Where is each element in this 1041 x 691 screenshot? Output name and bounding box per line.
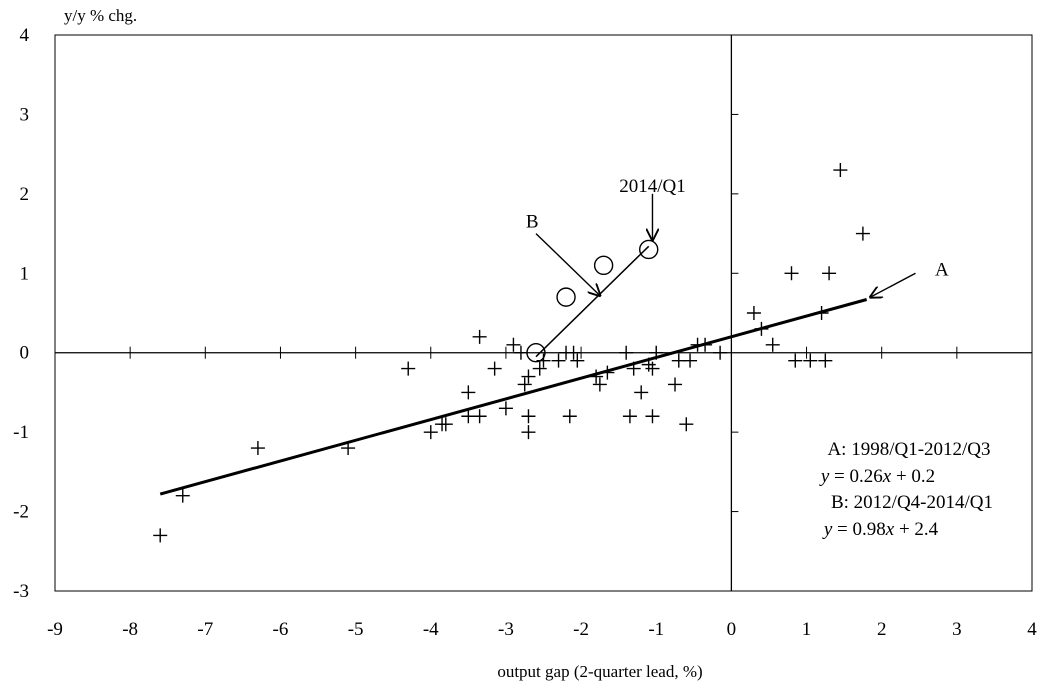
plus-point [698,337,713,352]
plus-point [788,353,803,368]
y-tick-label: 1 [20,263,30,284]
legend-line-b-label: B: 2012/Q4-2014/Q1 [831,492,993,513]
plus-point [803,353,818,368]
plus-point [517,377,532,392]
circle-point [593,255,614,276]
annotation-label: A [935,259,949,280]
x-tick-label: -9 [47,619,63,640]
y-tick-label: -2 [13,502,29,523]
plus-point [645,361,660,376]
plus-point [401,361,416,376]
plus-point [472,329,487,344]
legend-line-b-equation: y = 0.98x + 2.4 [822,519,939,540]
plus-point [513,345,528,360]
plus-point [498,401,513,416]
plus-point [668,377,683,392]
legend-line-a-label: A: 1998/Q1-2012/Q3 [827,439,990,460]
circle-point [556,287,576,307]
plus-point [833,163,848,178]
circle-point [526,343,546,363]
plus-point [746,306,761,320]
plus-point [521,369,536,384]
plus-point [600,365,615,380]
x-tick-label: -6 [273,619,289,640]
plus-point [438,417,453,432]
x-axis-label: output gap (2-quarter lead, %) [497,662,702,681]
plot-frame [54,34,1033,592]
plus-point [521,409,536,424]
x-tick-label: 3 [952,619,962,640]
plus-point [818,353,833,368]
plus-point [562,409,577,424]
x-tick-label: -4 [423,619,439,640]
y-tick-label: 3 [20,104,30,125]
data-points [153,163,870,543]
x-tick-label: -3 [498,619,514,640]
plus-point [175,488,190,503]
plus-point [487,361,502,376]
plus-point [551,353,566,368]
y-tick-labels: 4 3 2 1 0 -1 -2 -3 [13,25,29,602]
fit-line-b [535,245,650,358]
y-tick-label: 0 [20,343,30,364]
x-tick-label: -5 [348,619,364,640]
plus-point [570,353,585,368]
x-tick-label: 4 [1027,619,1037,640]
plus-point [341,441,356,456]
x-tick-label: 2 [877,619,887,640]
plus-point [754,321,769,336]
legend-box: A: 1998/Q1-2012/Q3 y = 0.26x + 0.2 B: 20… [819,439,993,540]
plus-point [506,337,521,352]
plus-point [592,377,607,392]
annotations: 2014/Q1 B A [526,176,949,297]
y-axis-label: y/y % chg. [64,6,137,25]
plus-point [461,385,476,400]
plus-point [521,425,536,440]
legend-line-a-equation: y = 0.26x + 0.2 [819,466,935,487]
plus-point [622,409,637,424]
plus-point [679,417,694,432]
y-tick-label: 2 [20,184,30,205]
x-tick-label: -2 [573,619,589,640]
y-tick-label: -3 [13,581,29,602]
annotation-arrow [535,233,600,296]
annotation-label: B [526,212,539,233]
x-tick-label: 1 [802,619,812,640]
plus-point [153,528,168,543]
x-tick-label: -1 [648,619,664,640]
fit-lines [159,245,868,496]
annotation-label: 2014/Q1 [619,176,686,197]
x-tick-labels: -9 -8 -7 -6 -5 -4 -3 -2 -1 0 1 2 3 4 [47,619,1037,640]
x-tick-label: -8 [122,619,138,640]
plus-point [250,441,265,456]
plus-point [814,306,829,320]
plus-point [619,345,634,360]
plus-point [645,409,660,424]
plus-point [634,385,649,400]
x-tick-label: -7 [197,619,213,640]
plus-point [566,345,581,360]
x-tick-label: 0 [727,619,737,640]
plus-point [765,337,780,352]
plus-point [472,409,487,424]
plus-point [822,266,837,281]
plus-point [713,345,728,360]
y-tick-label: -1 [13,422,29,443]
plus-point [423,425,438,440]
plus-point [855,226,870,241]
y-tick-label: 4 [20,25,30,46]
circle-point [639,239,659,260]
plus-point [784,266,799,281]
plus-point [626,361,641,376]
fit-line-a [159,298,868,496]
plus-point [589,369,604,384]
annotation-arrow [870,272,916,297]
plus-point [649,345,664,360]
plus-point [683,353,698,368]
plus-point [532,361,547,376]
